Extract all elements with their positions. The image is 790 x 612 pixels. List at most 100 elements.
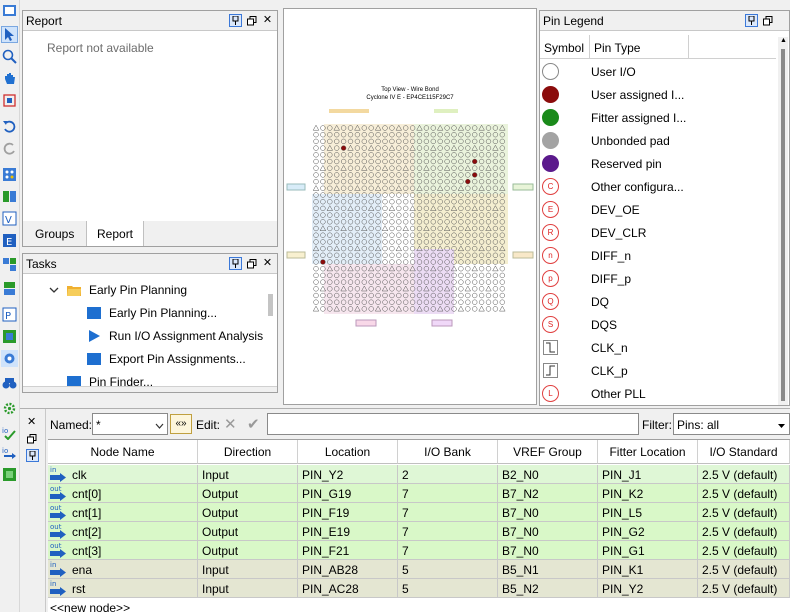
- direction-cell[interactable]: Input: [198, 579, 298, 598]
- node-name-cell[interactable]: in ena: [48, 560, 198, 579]
- vref-icon[interactable]: V: [1, 210, 18, 227]
- edge-icon[interactable]: E: [1, 232, 18, 249]
- task-export-pin-assignments[interactable]: Export Pin Assignments...: [87, 349, 246, 369]
- tab-groups[interactable]: Groups: [35, 227, 75, 241]
- fitter-cell[interactable]: PIN_K2: [598, 484, 698, 503]
- io-bank-icon[interactable]: [1, 188, 18, 205]
- location-cell[interactable]: PIN_G19: [298, 484, 398, 503]
- bank-cell[interactable]: 2: [398, 465, 498, 484]
- fitter-cell[interactable]: PIN_L5: [598, 503, 698, 522]
- direction-cell[interactable]: Input: [198, 560, 298, 579]
- location-cell[interactable]: PIN_E19: [298, 522, 398, 541]
- package-icon[interactable]: P: [1, 306, 18, 323]
- clock-region-icon[interactable]: [1, 328, 18, 345]
- chip-planner-icon[interactable]: [1, 466, 18, 483]
- legend-col-symbol[interactable]: Symbol: [544, 41, 585, 55]
- float-panel-icon[interactable]: [245, 257, 258, 270]
- table-row[interactable]: out cnt[3] Output PIN_F21 7 B7_N0 PIN_G1 2.5 V …: [48, 541, 790, 560]
- tab-report[interactable]: Report: [86, 221, 145, 246]
- vref-cell[interactable]: B7_N0: [498, 522, 598, 541]
- close-panel-icon[interactable]: ✕: [262, 257, 273, 269]
- float-panel-icon[interactable]: [27, 433, 37, 447]
- float-panel-icon[interactable]: [245, 14, 258, 27]
- direction-cell[interactable]: Output: [198, 522, 298, 541]
- tasks-hscrollbar[interactable]: [23, 386, 277, 392]
- location-cell[interactable]: PIN_Y2: [298, 465, 398, 484]
- pin-panel-icon[interactable]: [745, 14, 758, 27]
- fitter-cell[interactable]: PIN_K1: [598, 560, 698, 579]
- table-row[interactable]: out cnt[0] Output PIN_G19 7 B7_N2 PIN_K2 2.5 V …: [48, 484, 790, 503]
- vref-cell[interactable]: B7_N0: [498, 503, 598, 522]
- table-row[interactable]: in clk Input PIN_Y2 2 B2_N0 PIN_J1 2.5 V (defau…: [48, 465, 790, 484]
- vref-cell[interactable]: B7_N0: [498, 541, 598, 560]
- legend-scrollbar[interactable]: ▲: [778, 37, 788, 405]
- direction-cell[interactable]: Input: [198, 465, 298, 484]
- vref-cell[interactable]: B5_N1: [498, 560, 598, 579]
- pin-panel-icon[interactable]: [26, 449, 39, 462]
- location-cell[interactable]: PIN_F19: [298, 503, 398, 522]
- column-header[interactable]: Direction: [198, 440, 298, 464]
- fit-window-icon[interactable]: [1, 92, 18, 109]
- table-row[interactable]: in rst Input PIN_AC28 5 B5_N2 PIN_Y2 2.5 V (def…: [48, 579, 790, 598]
- node-name-cell[interactable]: in clk: [48, 465, 198, 484]
- new-node-row[interactable]: <<new node>>: [50, 601, 131, 612]
- column-header[interactable]: VREF Group: [498, 440, 598, 464]
- vref-cell[interactable]: B7_N2: [498, 484, 598, 503]
- bank-cell[interactable]: 5: [398, 560, 498, 579]
- std-cell[interactable]: 2.5 V (default): [698, 465, 790, 484]
- edit-value-input[interactable]: [267, 413, 639, 435]
- io-export-icon[interactable]: io: [1, 444, 18, 461]
- table-row[interactable]: out cnt[1] Output PIN_F19 7 B7_N0 PIN_L5 2.5 V …: [48, 503, 790, 522]
- io-assign-icon[interactable]: io: [1, 424, 18, 441]
- node-name-cell[interactable]: out cnt[3]: [48, 541, 198, 560]
- std-cell[interactable]: 2.5 V (default): [698, 522, 790, 541]
- fitter-cell[interactable]: PIN_G1: [598, 541, 698, 560]
- named-filter-combo[interactable]: *: [92, 413, 168, 435]
- table-row[interactable]: out cnt[2] Output PIN_E19 7 B7_N0 PIN_G2 2.5 V …: [48, 522, 790, 541]
- direction-cell[interactable]: Output: [198, 541, 298, 560]
- pin-grid-icon[interactable]: [1, 166, 18, 183]
- undo-icon[interactable]: [1, 118, 18, 135]
- bank-cell[interactable]: 5: [398, 579, 498, 598]
- diff-pair-icon[interactable]: [1, 280, 18, 297]
- column-header[interactable]: Node Name: [48, 440, 198, 464]
- location-cell[interactable]: PIN_AC28: [298, 579, 398, 598]
- node-name-cell[interactable]: out cnt[1]: [48, 503, 198, 522]
- close-panel-icon[interactable]: ✕: [262, 14, 273, 26]
- task-pin-finder[interactable]: Pin Finder...: [67, 372, 153, 392]
- column-header[interactable]: I/O Standard: [698, 440, 790, 464]
- std-cell[interactable]: 2.5 V (default): [698, 484, 790, 503]
- direction-cell[interactable]: Output: [198, 484, 298, 503]
- node-name-cell[interactable]: in rst: [48, 579, 198, 598]
- pin-panel-icon[interactable]: [229, 14, 242, 27]
- vref-cell[interactable]: B2_N0: [498, 465, 598, 484]
- bank-cell[interactable]: 7: [398, 503, 498, 522]
- pin-planner-icon[interactable]: [1, 2, 18, 19]
- bank-cell[interactable]: 7: [398, 522, 498, 541]
- column-header[interactable]: I/O Bank: [398, 440, 498, 464]
- node-name-cell[interactable]: out cnt[2]: [48, 522, 198, 541]
- task-early-pin-planning[interactable]: Early Pin Planning...: [87, 303, 217, 323]
- scroll-up-icon[interactable]: ▲: [780, 37, 787, 44]
- chevron-down-icon[interactable]: [49, 283, 59, 297]
- direction-cell[interactable]: Output: [198, 503, 298, 522]
- pin-panel-icon[interactable]: [229, 257, 242, 270]
- cancel-edit-icon[interactable]: ✕: [224, 416, 237, 433]
- fitter-cell[interactable]: PIN_Y2: [598, 579, 698, 598]
- task-run-io-analysis[interactable]: Run I/O Assignment Analysis: [87, 326, 263, 346]
- tasks-scrollbar[interactable]: [268, 294, 273, 316]
- select-arrow-icon[interactable]: [1, 26, 18, 43]
- close-icon[interactable]: ✕: [27, 416, 37, 428]
- zoom-icon[interactable]: [1, 48, 18, 65]
- accept-edit-icon[interactable]: ✔: [247, 416, 260, 433]
- location-cell[interactable]: PIN_AB28: [298, 560, 398, 579]
- pin-group-icon[interactable]: [1, 256, 18, 273]
- fitter-cell[interactable]: PIN_J1: [598, 465, 698, 484]
- bank-cell[interactable]: 7: [398, 484, 498, 503]
- location-cell[interactable]: PIN_F21: [298, 541, 398, 560]
- column-header[interactable]: Location: [298, 440, 398, 464]
- fitter-cell[interactable]: PIN_G2: [598, 522, 698, 541]
- gear-icon[interactable]: [1, 400, 18, 417]
- legend-col-type[interactable]: Pin Type: [594, 41, 641, 55]
- chevron-down-icon[interactable]: [777, 418, 786, 432]
